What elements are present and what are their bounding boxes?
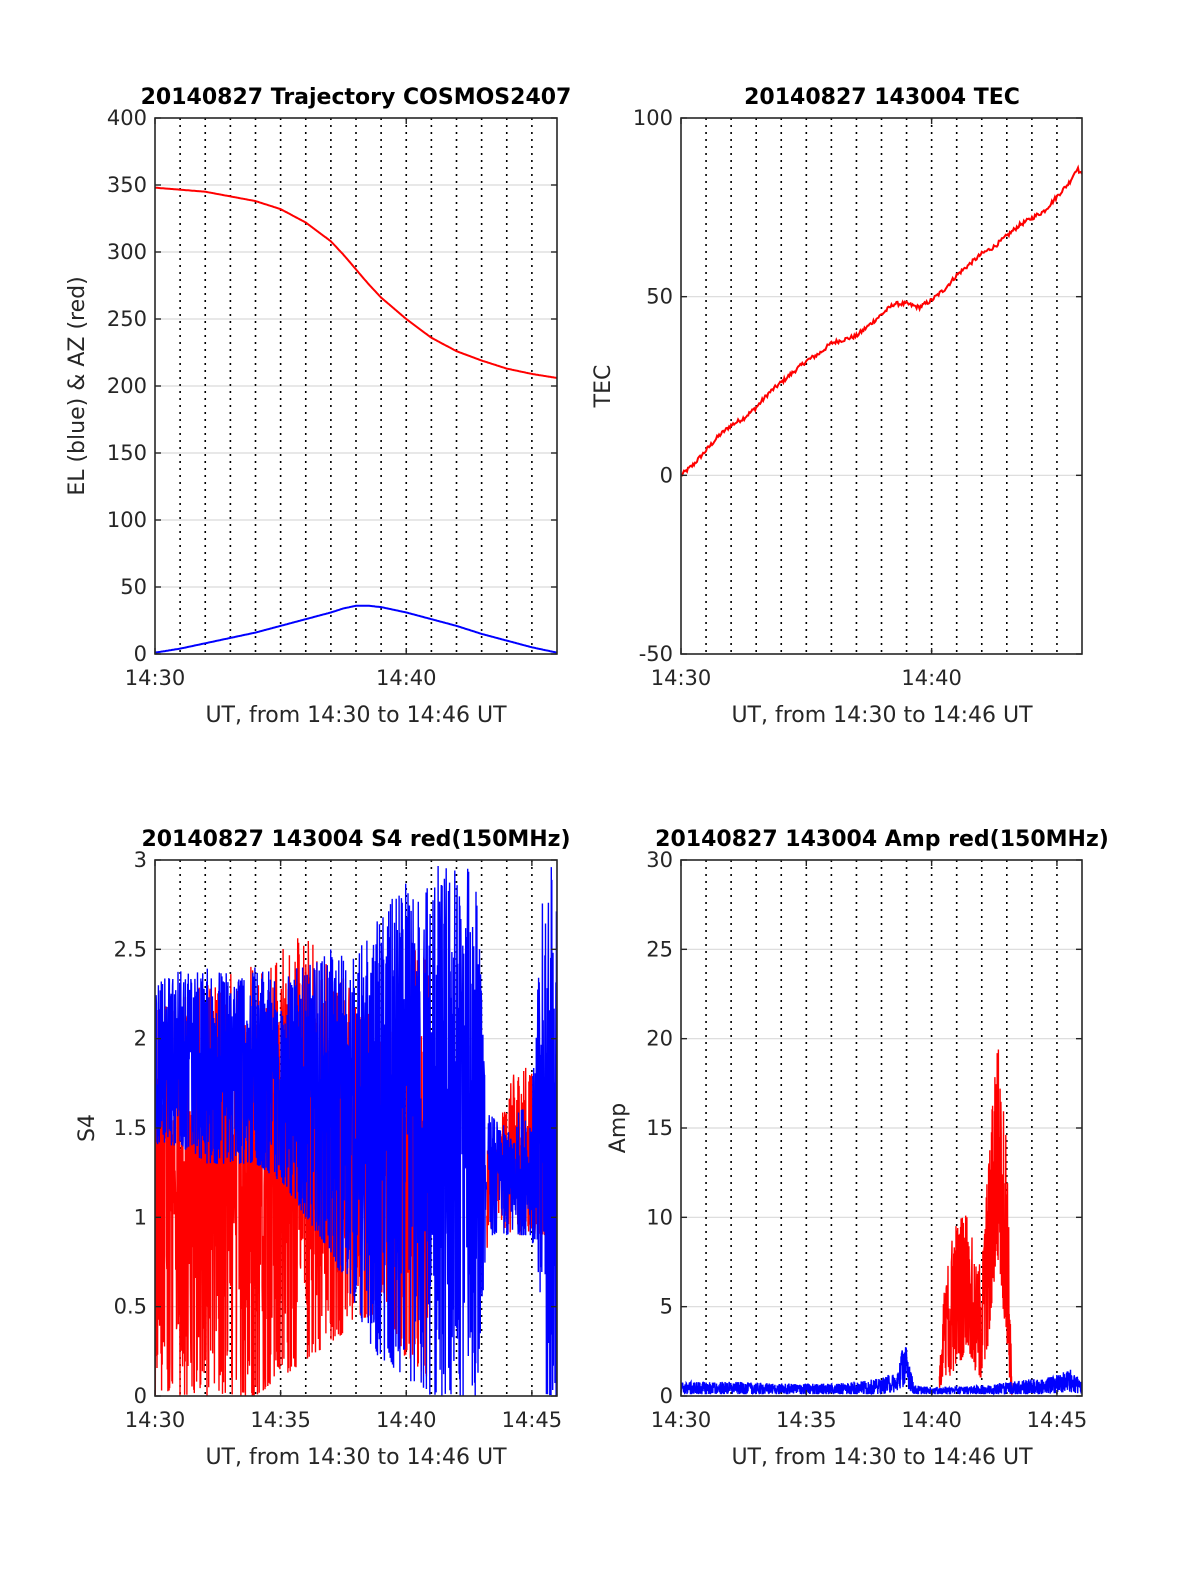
tec-series-red — [681, 164, 1082, 477]
s4-xlabel: UT, from 14:30 to 14:46 UT — [205, 1445, 507, 1470]
amp-title: 20140827 143004 Amp red(150MHz) — [655, 827, 1109, 852]
trajectory-ytick-label: 100 — [107, 508, 147, 532]
amp-xtick-label: 14:45 — [1027, 1408, 1088, 1432]
amp-ytick-label: 10 — [646, 1205, 673, 1229]
s4-xtick-label: 14:30 — [125, 1408, 186, 1432]
tec-xlabel: UT, from 14:30 to 14:46 UT — [731, 703, 1033, 728]
trajectory-title: 20140827 Trajectory COSMOS2407 — [141, 85, 572, 110]
s4-ytick-label: 0 — [134, 1384, 147, 1408]
amp-series-red — [938, 1049, 1013, 1395]
trajectory-xlabel: UT, from 14:30 to 14:46 UT — [205, 703, 507, 728]
amp-ytick-label: 0 — [660, 1384, 673, 1408]
tec-xtick-label: 14:30 — [651, 666, 712, 690]
trajectory-ytick-label: 200 — [107, 374, 147, 398]
amp-ytick-label: 30 — [646, 848, 673, 872]
trajectory-ytick-label: 150 — [107, 441, 147, 465]
amp-ytick-label: 25 — [646, 937, 673, 961]
s4-ytick-label: 0.5 — [114, 1295, 147, 1319]
amp-ytick-label: 20 — [646, 1027, 673, 1051]
trajectory-ytick-label: 300 — [107, 240, 147, 264]
s4-ytick-label: 1 — [134, 1205, 147, 1229]
trajectory-ytick-label: 400 — [107, 106, 147, 130]
s4-ytick-label: 1.5 — [114, 1116, 147, 1140]
tec-ylabel: TEC — [591, 365, 616, 409]
trajectory-ytick-label: 250 — [107, 307, 147, 331]
amp-xlabel: UT, from 14:30 to 14:46 UT — [731, 1445, 1033, 1470]
amp-xtick-label: 14:40 — [901, 1408, 962, 1432]
trajectory-xtick-label: 14:30 — [125, 666, 186, 690]
amp-plot-area — [681, 1049, 1082, 1396]
amp-ytick-label: 15 — [646, 1116, 673, 1140]
trajectory-plot-area — [155, 186, 557, 654]
trajectory-series-blue — [155, 604, 557, 654]
amp-panel: 20140827 143004 Amp red(150MHz) UT, from… — [606, 827, 1109, 1470]
s4-panel: 20140827 143004 S4 red(150MHz) UT, from … — [75, 827, 571, 1470]
trajectory-series-red — [155, 186, 557, 379]
trajectory-ytick-label: 50 — [120, 575, 147, 599]
amp-ytick-label: 5 — [660, 1295, 673, 1319]
tec-ytick-label: 100 — [633, 106, 673, 130]
s4-plot-area — [155, 865, 557, 1396]
trajectory-ytick-label: 350 — [107, 173, 147, 197]
s4-xtick-label: 14:45 — [502, 1408, 563, 1432]
tec-ytick-label: 50 — [646, 285, 673, 309]
tec-ytick-label: -50 — [639, 642, 673, 666]
amp-xtick-label: 14:30 — [651, 1408, 712, 1432]
s4-title: 20140827 143004 S4 red(150MHz) — [141, 827, 570, 852]
trajectory-ytick-label: 0 — [134, 642, 147, 666]
s4-xtick-label: 14:40 — [376, 1408, 437, 1432]
s4-xtick-label: 14:35 — [250, 1408, 311, 1432]
s4-ylabel: S4 — [75, 1114, 100, 1142]
tec-plot-area — [681, 164, 1082, 477]
tec-axes-box — [680, 117, 1083, 655]
amp-series-blue — [681, 1347, 1082, 1396]
tec-ytick-label: 0 — [660, 463, 673, 487]
amp-ylabel: Amp — [606, 1103, 631, 1153]
s4-ytick-label: 2 — [134, 1027, 147, 1051]
trajectory-panel: 20140827 Trajectory COSMOS2407 UT, from … — [65, 85, 571, 728]
trajectory-ylabel: EL (blue) & AZ (red) — [65, 276, 90, 495]
amp-xtick-label: 14:35 — [776, 1408, 837, 1432]
s4-ytick-label: 2.5 — [114, 937, 147, 961]
s4-ytick-label: 3 — [134, 848, 147, 872]
tec-xtick-label: 14:40 — [901, 666, 962, 690]
s4-series-blue — [155, 865, 557, 1396]
tec-title: 20140827 143004 TEC — [744, 85, 1020, 110]
trajectory-xtick-label: 14:40 — [376, 666, 437, 690]
tec-panel: 20140827 143004 TEC UT, from 14:30 to 14… — [591, 85, 1083, 728]
